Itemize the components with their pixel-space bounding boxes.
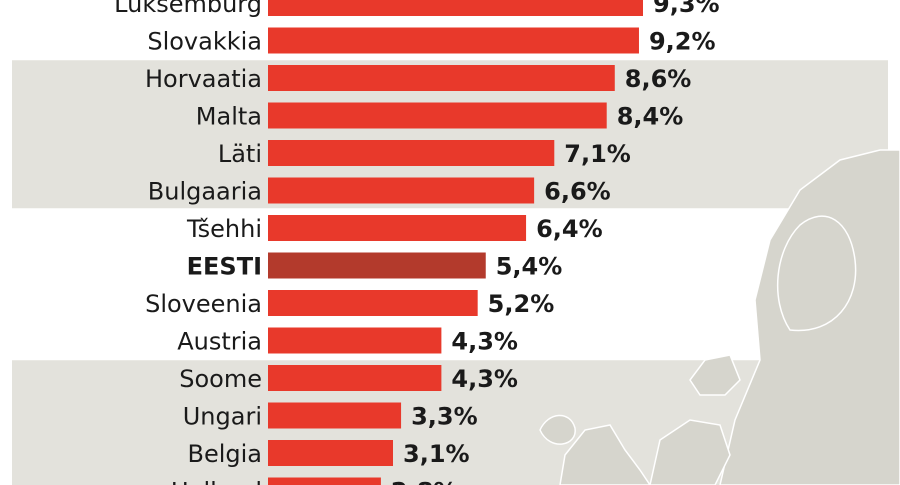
value-label: 7,1% — [564, 140, 631, 168]
value-label: 4,3% — [451, 365, 518, 393]
europe-map-background — [539, 149, 900, 485]
bar-luksemburg — [268, 0, 643, 16]
value-label: 3,3% — [411, 403, 478, 431]
value-label: 5,2% — [488, 290, 555, 318]
bar-holland — [268, 477, 381, 485]
category-label: Ungari — [183, 403, 262, 431]
category-label: Tšehhi — [186, 215, 262, 243]
value-label: 2,8% — [391, 478, 458, 485]
map-landmass — [776, 215, 857, 332]
value-label: 4,3% — [451, 328, 518, 356]
bar-slovakkia — [268, 27, 639, 54]
map-landmass — [689, 354, 741, 396]
value-label: 6,4% — [536, 215, 603, 243]
category-label: Belgia — [187, 440, 262, 468]
bar-austria — [268, 327, 442, 354]
bar-eesti — [268, 252, 486, 279]
bar-tšehhi — [268, 215, 527, 241]
value-label: 6,6% — [544, 178, 611, 206]
map-landmass — [649, 419, 731, 485]
category-label: Holland — [171, 478, 262, 485]
value-label: 9,3% — [653, 0, 720, 18]
bar-läti — [268, 140, 555, 166]
bar-horvaatia — [268, 65, 615, 91]
category-label: Bulgaaria — [148, 178, 262, 206]
category-label: Läti — [218, 140, 262, 168]
bar-soome — [268, 365, 442, 391]
category-label: Horvaatia — [145, 65, 262, 93]
bar-ungari — [268, 402, 402, 429]
bar-malta — [268, 102, 607, 129]
bar-belgia — [268, 440, 393, 466]
bars — [268, 0, 643, 485]
category-label: Soome — [179, 365, 262, 393]
value-label: 8,6% — [625, 65, 692, 93]
value-label: 9,2% — [649, 28, 716, 56]
map-landmass — [539, 414, 576, 445]
category-label: EESTI — [187, 253, 262, 281]
category-label: Austria — [177, 328, 262, 356]
value-label: 8,4% — [617, 103, 684, 131]
category-label: Malta — [196, 103, 262, 131]
map-landmass — [559, 424, 651, 485]
category-label: Luksemburg — [114, 0, 262, 18]
bar-sloveenia — [268, 290, 478, 316]
value-labels: 9,3% 9,2% 8,6% 8,4% 7,1% 6,6% 6,4% 5,4% 5,2% 4,3%… — [391, 0, 720, 485]
value-label: 5,4% — [496, 253, 563, 281]
category-label: Sloveenia — [145, 290, 262, 318]
bar-bulgaaria — [268, 177, 535, 204]
value-label: 3,1% — [403, 440, 470, 468]
category-label: Slovakkia — [147, 28, 262, 56]
category-labels: Luksemburg Slovakkia Horvaatia Malta Läti Bul… — [114, 0, 262, 485]
